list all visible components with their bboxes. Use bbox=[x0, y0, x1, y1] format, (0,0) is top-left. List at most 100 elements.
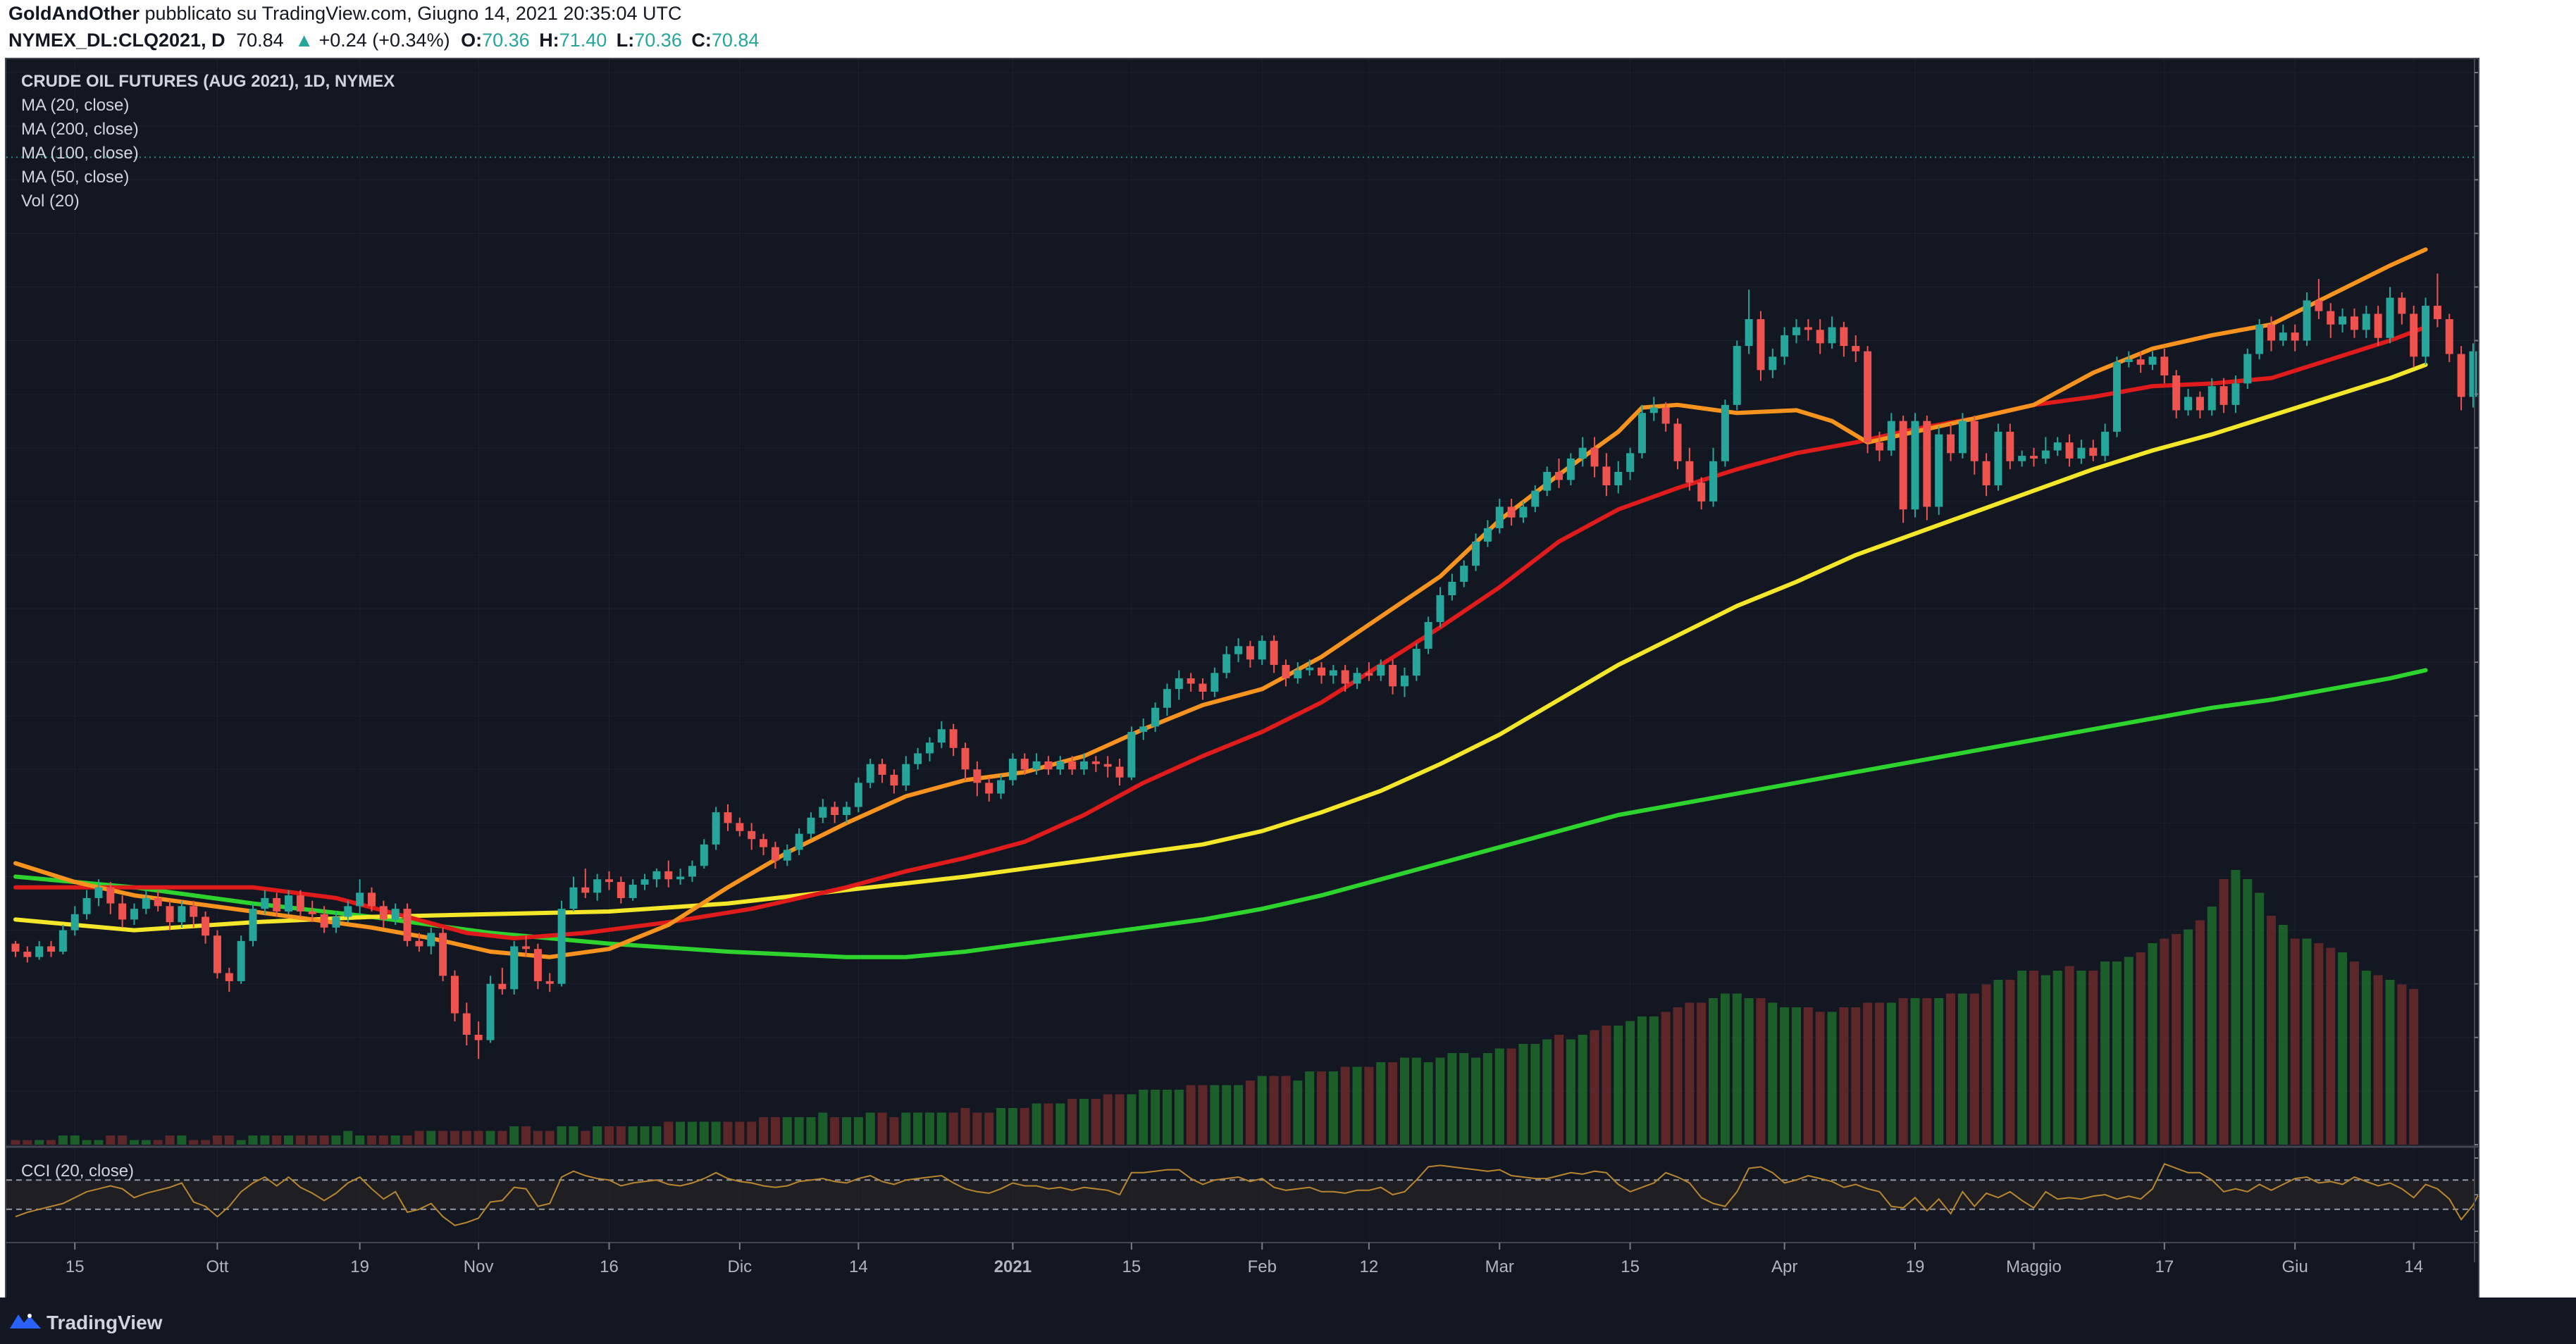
candle-body bbox=[1020, 759, 1029, 770]
volume-bar bbox=[593, 1126, 602, 1145]
volume-bar bbox=[1459, 1053, 1469, 1145]
volume-bar bbox=[1637, 1016, 1647, 1145]
volume-bar bbox=[616, 1126, 626, 1145]
legend-ma20[interactable]: MA (20, close) bbox=[21, 96, 130, 115]
candle-body bbox=[1555, 471, 1563, 480]
volume-bar bbox=[1898, 998, 1908, 1145]
candle-body bbox=[700, 844, 708, 866]
candle-body bbox=[985, 783, 993, 794]
candle-body bbox=[2445, 319, 2453, 354]
candle-body bbox=[2112, 361, 2121, 432]
candle-body bbox=[961, 747, 970, 770]
volume-bar bbox=[1839, 1007, 1849, 1145]
candle-body bbox=[1519, 506, 1528, 518]
candle-body bbox=[1637, 413, 1646, 454]
volume-bar bbox=[1103, 1094, 1113, 1145]
candle-body bbox=[1852, 346, 1860, 351]
volume-bar bbox=[1661, 1012, 1671, 1145]
chart-area[interactable]: 34.0036.0038.0040.0042.0044.0046.0048.00… bbox=[5, 58, 2479, 1299]
volume-bar bbox=[1697, 1002, 1707, 1145]
tradingview-logo-icon[interactable] bbox=[8, 1310, 42, 1331]
legend-ma50[interactable]: MA (50, close) bbox=[21, 168, 130, 187]
candle-body bbox=[2243, 354, 2252, 384]
candle-body bbox=[2041, 450, 2050, 459]
time-tick-label: 14 bbox=[849, 1257, 868, 1276]
volume-bar bbox=[272, 1135, 282, 1145]
candle-body bbox=[2231, 383, 2240, 405]
candle-body bbox=[1947, 434, 1955, 454]
time-tick-label: 15 bbox=[1621, 1257, 1640, 1276]
ma100-line bbox=[13, 362, 2428, 933]
volume-bar bbox=[390, 1135, 400, 1145]
legend-ma100[interactable]: MA (100, close) bbox=[21, 144, 139, 163]
candle-body bbox=[178, 906, 186, 923]
volume-bar bbox=[972, 1112, 982, 1145]
close-value: 70.84 bbox=[711, 30, 760, 51]
legend-vol[interactable]: Vol (20) bbox=[21, 192, 80, 211]
price-chart-svg[interactable]: 34.0036.0038.0040.0042.0044.0046.0048.00… bbox=[6, 59, 2478, 1298]
volume-bar bbox=[2338, 952, 2348, 1145]
volume-bar bbox=[1127, 1094, 1137, 1145]
volume-bar bbox=[1626, 1021, 1635, 1145]
candle-body bbox=[557, 909, 566, 984]
candle-body bbox=[2457, 354, 2465, 397]
candle-body bbox=[1246, 646, 1254, 660]
volume-bar bbox=[2100, 962, 2110, 1145]
time-tick-label: Ott bbox=[206, 1257, 228, 1276]
candle-body bbox=[783, 850, 791, 861]
candle-body bbox=[1543, 471, 1552, 491]
volume-bar bbox=[1174, 1090, 1184, 1145]
candle-body bbox=[1400, 676, 1408, 687]
volume-bar bbox=[1602, 1026, 1611, 1145]
candle-body bbox=[379, 906, 388, 920]
volume-bar bbox=[2112, 962, 2122, 1145]
volume-bar bbox=[865, 1112, 875, 1145]
candle-body bbox=[1460, 566, 1468, 582]
candle-body bbox=[807, 817, 815, 834]
candle-body bbox=[949, 729, 958, 748]
candle-body bbox=[628, 884, 637, 898]
candle-body bbox=[1424, 622, 1432, 649]
candle-body bbox=[2327, 311, 2335, 325]
candle-body bbox=[47, 946, 56, 952]
chart-header: GoldAndOther pubblicato su TradingView.c… bbox=[0, 0, 2576, 59]
volume-bar bbox=[201, 1140, 211, 1145]
legend-cci[interactable]: CCI (20, close) bbox=[21, 1162, 135, 1181]
candle-body bbox=[2160, 356, 2169, 375]
volume-bar bbox=[735, 1121, 745, 1145]
volume-bar bbox=[2207, 907, 2217, 1145]
footer-bar: TradingView bbox=[0, 1298, 2576, 1344]
volume-bar bbox=[1091, 1099, 1101, 1145]
volume-bar bbox=[1554, 1035, 1563, 1145]
volume-bar bbox=[1020, 1108, 1029, 1145]
candle-body bbox=[1341, 670, 1349, 684]
volume-bar bbox=[1198, 1085, 1208, 1145]
volume-bar bbox=[2184, 929, 2193, 1145]
tradingview-brand[interactable]: TradingView bbox=[47, 1312, 163, 1333]
volume-bar bbox=[2290, 938, 2300, 1145]
candle-body bbox=[462, 1013, 471, 1035]
legend-ma200[interactable]: MA (200, close) bbox=[21, 120, 139, 139]
candle-body bbox=[1436, 595, 1444, 623]
candle-body bbox=[1151, 707, 1160, 727]
volume-bar bbox=[1435, 1057, 1445, 1145]
volume-bar bbox=[924, 1112, 934, 1145]
candle-body bbox=[1234, 646, 1243, 654]
candle-body bbox=[1448, 581, 1456, 595]
author-name[interactable]: GoldAndOther bbox=[8, 3, 140, 24]
candle-body bbox=[2030, 456, 2038, 459]
candle-body bbox=[296, 895, 304, 911]
volume-bar bbox=[2148, 943, 2157, 1145]
volume-bar bbox=[331, 1135, 341, 1145]
volume-bar bbox=[438, 1131, 448, 1145]
volume-bar bbox=[11, 1140, 20, 1145]
candle-body bbox=[652, 871, 661, 880]
candle-body bbox=[1958, 421, 1967, 454]
candle-body bbox=[486, 983, 495, 1040]
candle-body bbox=[1781, 335, 1789, 357]
volume-bar bbox=[1957, 993, 1967, 1145]
candle-body bbox=[2136, 359, 2145, 365]
volume-bar bbox=[1055, 1103, 1065, 1145]
volume-bar bbox=[106, 1135, 116, 1145]
candle-body bbox=[1745, 319, 1753, 347]
